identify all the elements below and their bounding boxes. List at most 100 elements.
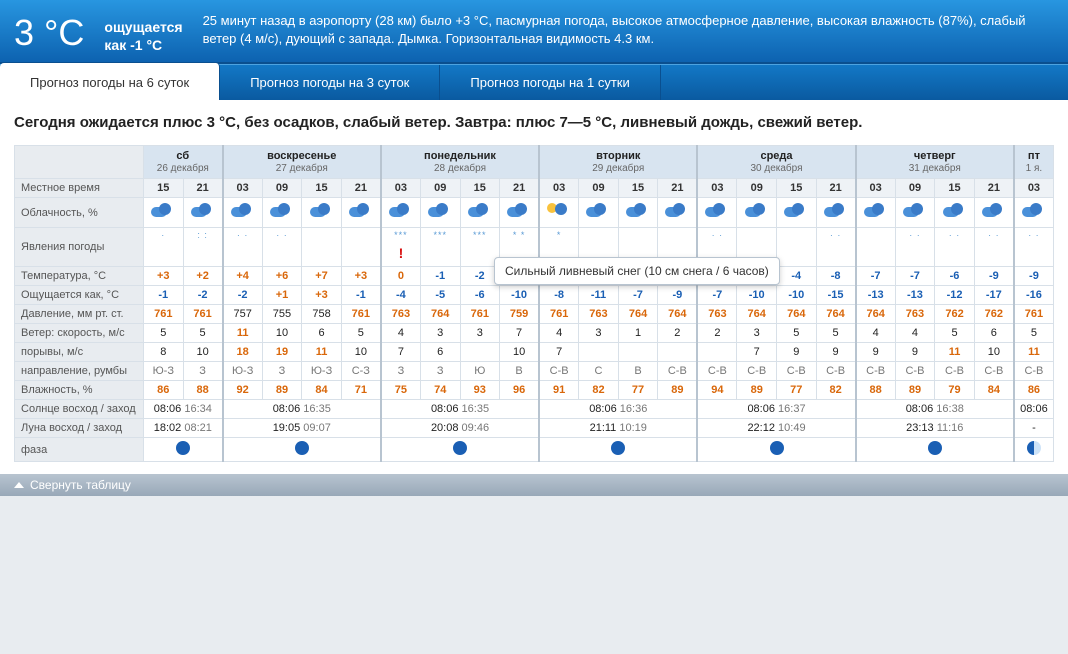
arrow-up-icon (14, 482, 24, 488)
wind-cell: 1 (618, 324, 658, 343)
gust-cell: 9 (856, 343, 896, 362)
forecast-tab[interactable]: Прогноз погоды на 6 суток (0, 63, 220, 100)
day-header: четверг31 декабря (856, 146, 1014, 179)
wind-cell: 4 (381, 324, 421, 343)
time-cell: 03 (539, 179, 579, 198)
pressure-cell: 764 (777, 305, 817, 324)
direction-cell: С-З (341, 362, 381, 381)
pressure-cell: 763 (697, 305, 737, 324)
direction-cell: З (420, 362, 460, 381)
cloud-icon (466, 201, 494, 221)
wind-cell: 5 (183, 324, 223, 343)
direction-cell: С-В (856, 362, 896, 381)
humidity-cell: 89 (895, 381, 935, 400)
humidity-cell: 82 (579, 381, 619, 400)
feels-cell: -10 (500, 286, 540, 305)
direction-cell: С-В (697, 362, 737, 381)
temp-cell: +3 (144, 267, 184, 286)
cloud-icon (703, 201, 731, 221)
row-header: Температура, °C (15, 267, 144, 286)
wind-cell: 5 (816, 324, 856, 343)
precip-icon (660, 231, 694, 245)
weather-tooltip: Сильный ливневый снег (10 см снега / 6 ч… (494, 257, 780, 285)
time-cell: 15 (618, 179, 658, 198)
feels-cell: +3 (302, 286, 342, 305)
humidity-cell: 77 (618, 381, 658, 400)
humidity-cell: 88 (856, 381, 896, 400)
moon-cell: 21:11 10:19 (539, 419, 697, 438)
moon-cell: 19:05 09:07 (223, 419, 381, 438)
direction-cell: В (618, 362, 658, 381)
direction-cell: С-В (658, 362, 698, 381)
row-header: Солнце восход / заход (15, 400, 144, 419)
phase-cell (144, 438, 223, 462)
wind-cell: 7 (500, 324, 540, 343)
direction-cell: Ю-З (223, 362, 263, 381)
pressure-cell: 763 (895, 305, 935, 324)
humidity-cell: 75 (381, 381, 421, 400)
gust-cell: 9 (816, 343, 856, 362)
time-cell: 03 (697, 179, 737, 198)
moon-phase-icon (928, 441, 942, 455)
row-header: фаза (15, 438, 144, 462)
moon-cell: 22:12 10:49 (697, 419, 855, 438)
row-header: Луна восход / заход (15, 419, 144, 438)
cloud-icon (347, 201, 375, 221)
direction-cell: З (183, 362, 223, 381)
temp-cell: +6 (262, 267, 302, 286)
gust-cell: 19 (262, 343, 302, 362)
humidity-cell: 91 (539, 381, 579, 400)
cloud-icon (941, 201, 969, 221)
feels-cell: -12 (935, 286, 975, 305)
direction-cell: З (262, 362, 302, 381)
time-cell: 21 (816, 179, 856, 198)
gust-cell (460, 343, 500, 362)
collapse-table-button[interactable]: Свернуть таблицу (0, 474, 1068, 496)
gust-cell: 10 (974, 343, 1014, 362)
gust-cell: 9 (895, 343, 935, 362)
row-header: направление, румбы (15, 362, 144, 381)
gust-cell (618, 343, 658, 362)
forecast-tab[interactable]: Прогноз погоды на 3 суток (220, 65, 440, 100)
moon-phase-icon (611, 441, 625, 455)
gust-cell: 10 (500, 343, 540, 362)
cloud-icon (663, 201, 691, 221)
pressure-cell: 759 (500, 305, 540, 324)
time-cell: 09 (579, 179, 619, 198)
cloud-icon (308, 201, 336, 221)
feels-cell: -13 (856, 286, 896, 305)
feels-cell: -2 (183, 286, 223, 305)
direction-cell: С-В (935, 362, 975, 381)
moon-phase-icon (770, 441, 784, 455)
gust-cell: 9 (777, 343, 817, 362)
cloud-icon (1020, 201, 1048, 221)
feels-cell: -2 (223, 286, 263, 305)
row-header: Явления погоды (15, 228, 144, 267)
day-header: среда30 декабря (697, 146, 855, 179)
forecast-tab[interactable]: Прогноз погоды на 1 сутки (440, 65, 660, 100)
feels-cell: -9 (658, 286, 698, 305)
temp-cell: +2 (183, 267, 223, 286)
temp-cell: -7 (895, 267, 935, 286)
pressure-cell: 761 (144, 305, 184, 324)
precip-icon: · · (898, 231, 933, 245)
time-cell: 21 (500, 179, 540, 198)
cloud-icon (822, 201, 850, 221)
direction-cell: С-В (777, 362, 817, 381)
direction-cell: Ю-З (144, 362, 184, 381)
sun-cell: 08:06 16:38 (856, 400, 1014, 419)
sun-cell: 08:06 16:34 (144, 400, 223, 419)
direction-cell: С-В (539, 362, 579, 381)
day-header: пт1 я. (1014, 146, 1054, 179)
wind-cell: 6 (974, 324, 1014, 343)
pressure-cell: 764 (737, 305, 777, 324)
precip-icon: *** (423, 231, 458, 245)
wind-cell: 5 (777, 324, 817, 343)
forecast-summary: Сегодня ожидается плюс 3 °C, без осадков… (14, 112, 1054, 133)
feels-cell: -4 (381, 286, 421, 305)
cloud-icon (268, 201, 296, 221)
feels-cell: -15 (816, 286, 856, 305)
direction-cell: Ю (460, 362, 500, 381)
row-header: порывы, м/с (15, 343, 144, 362)
humidity-cell: 79 (935, 381, 975, 400)
